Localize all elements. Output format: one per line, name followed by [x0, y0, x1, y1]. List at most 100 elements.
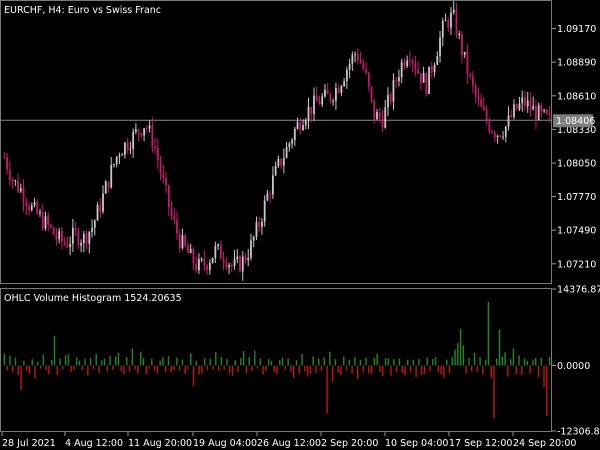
- candle: [518, 96, 521, 112]
- candle: [329, 92, 332, 105]
- candle: [277, 155, 280, 169]
- candle: [162, 164, 165, 184]
- candle: [406, 55, 409, 69]
- candle: [310, 106, 313, 122]
- candle: [280, 158, 283, 169]
- candle: [28, 202, 30, 216]
- price-tick-label: 1.07490: [557, 226, 596, 237]
- candle: [425, 71, 428, 97]
- candle: [124, 141, 126, 159]
- candle: [411, 58, 414, 73]
- candle: [233, 250, 236, 270]
- candle: [537, 102, 540, 121]
- candle: [225, 257, 228, 270]
- candle: [154, 137, 156, 155]
- price-tick-label: 1.07210: [557, 259, 596, 270]
- candle: [403, 57, 406, 70]
- price-axis: 1.09170 1.08890 1.08610 1.08330 1.08050 1.077…: [552, 24, 596, 270]
- candle: [19, 183, 22, 194]
- candle: [156, 138, 159, 170]
- candle: [521, 90, 524, 112]
- candle: [335, 82, 337, 110]
- candle: [450, 6, 452, 35]
- candle: [118, 152, 121, 165]
- candle: [200, 257, 203, 263]
- candle: [356, 48, 359, 65]
- candle: [55, 228, 58, 246]
- candle: [181, 228, 184, 250]
- candle: [365, 62, 367, 75]
- price-tick-label: 1.09170: [557, 24, 596, 35]
- price-tick-label: 1.08050: [557, 159, 596, 170]
- candle: [499, 134, 502, 139]
- candle: [99, 197, 102, 219]
- candle: [151, 116, 154, 153]
- candle: [274, 161, 277, 177]
- candle: [252, 235, 255, 248]
- candle: [129, 141, 132, 155]
- candle: [466, 43, 469, 84]
- candle: [71, 218, 74, 253]
- candle: [282, 148, 285, 174]
- candle: [513, 99, 515, 120]
- candle: [480, 93, 483, 107]
- candle: [529, 92, 532, 117]
- candle: [47, 212, 50, 232]
- candle: [461, 30, 463, 64]
- candle: [85, 230, 88, 250]
- candle: [203, 250, 206, 271]
- candle: [195, 256, 198, 274]
- candle: [441, 17, 444, 47]
- candle: [176, 211, 178, 241]
- candle: [422, 66, 425, 83]
- candle: [69, 236, 72, 256]
- candle: [359, 51, 362, 65]
- candle: [507, 106, 510, 131]
- candle: [6, 152, 9, 175]
- candle: [381, 109, 384, 132]
- candle: [148, 120, 151, 133]
- candlestick-series: [3, 1, 551, 281]
- candle: [354, 51, 356, 63]
- candle: [255, 216, 258, 241]
- candle: [318, 95, 321, 105]
- candle: [343, 77, 346, 88]
- candle: [482, 97, 485, 111]
- candle: [532, 96, 535, 110]
- candle: [22, 179, 25, 212]
- candle: [228, 262, 230, 275]
- candle: [3, 151, 6, 159]
- candle: [107, 181, 110, 193]
- candle: [348, 58, 351, 79]
- candle: [261, 217, 263, 235]
- candle: [392, 73, 395, 110]
- candle: [299, 117, 302, 135]
- candle: [126, 138, 129, 154]
- indicator-axis: 14376.875 0.0000 -12306.864: [552, 285, 600, 438]
- time-tick-label: 17 Sep 12:00: [449, 438, 512, 449]
- candle: [211, 257, 214, 264]
- candle: [510, 109, 513, 119]
- candle: [17, 173, 19, 193]
- candle: [545, 108, 548, 115]
- candle: [351, 51, 354, 71]
- candle: [208, 259, 211, 275]
- candle: [77, 227, 80, 250]
- candle: [271, 166, 274, 199]
- candle: [389, 91, 392, 106]
- candle: [217, 243, 219, 250]
- time-tick-label: 2 Sep 20:00: [321, 438, 378, 449]
- candle: [266, 189, 269, 202]
- candle: [230, 262, 233, 272]
- time-tick-label: 24 Sep 20:00: [513, 438, 576, 449]
- candle: [198, 253, 200, 275]
- candle: [436, 51, 439, 66]
- candle: [430, 61, 433, 79]
- candle: [526, 91, 529, 113]
- candle: [110, 156, 113, 189]
- candle: [145, 124, 148, 134]
- candle: [304, 117, 307, 130]
- candle: [134, 123, 137, 135]
